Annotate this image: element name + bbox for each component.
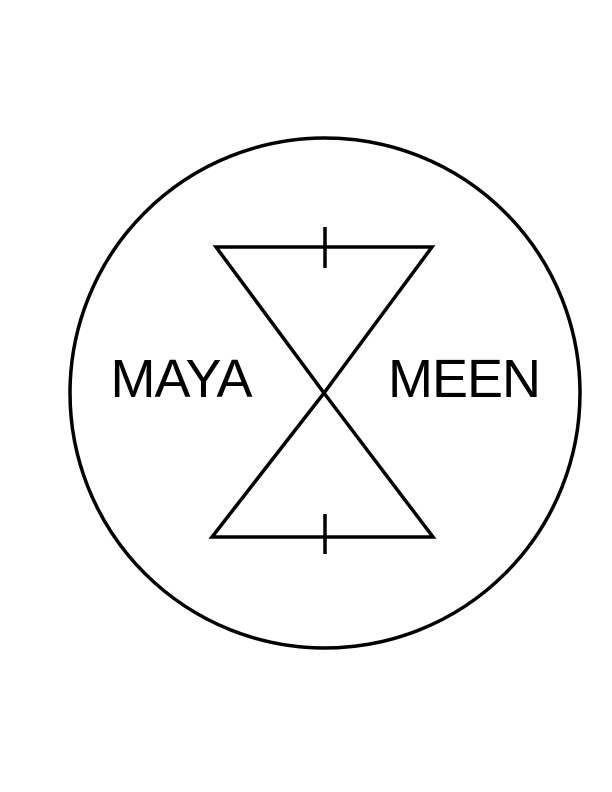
bottom-triangle: [208, 390, 437, 539]
label-meen: MEEN: [388, 349, 540, 409]
label-maya: MAYA: [110, 349, 252, 409]
outer-circle: [68, 136, 582, 650]
